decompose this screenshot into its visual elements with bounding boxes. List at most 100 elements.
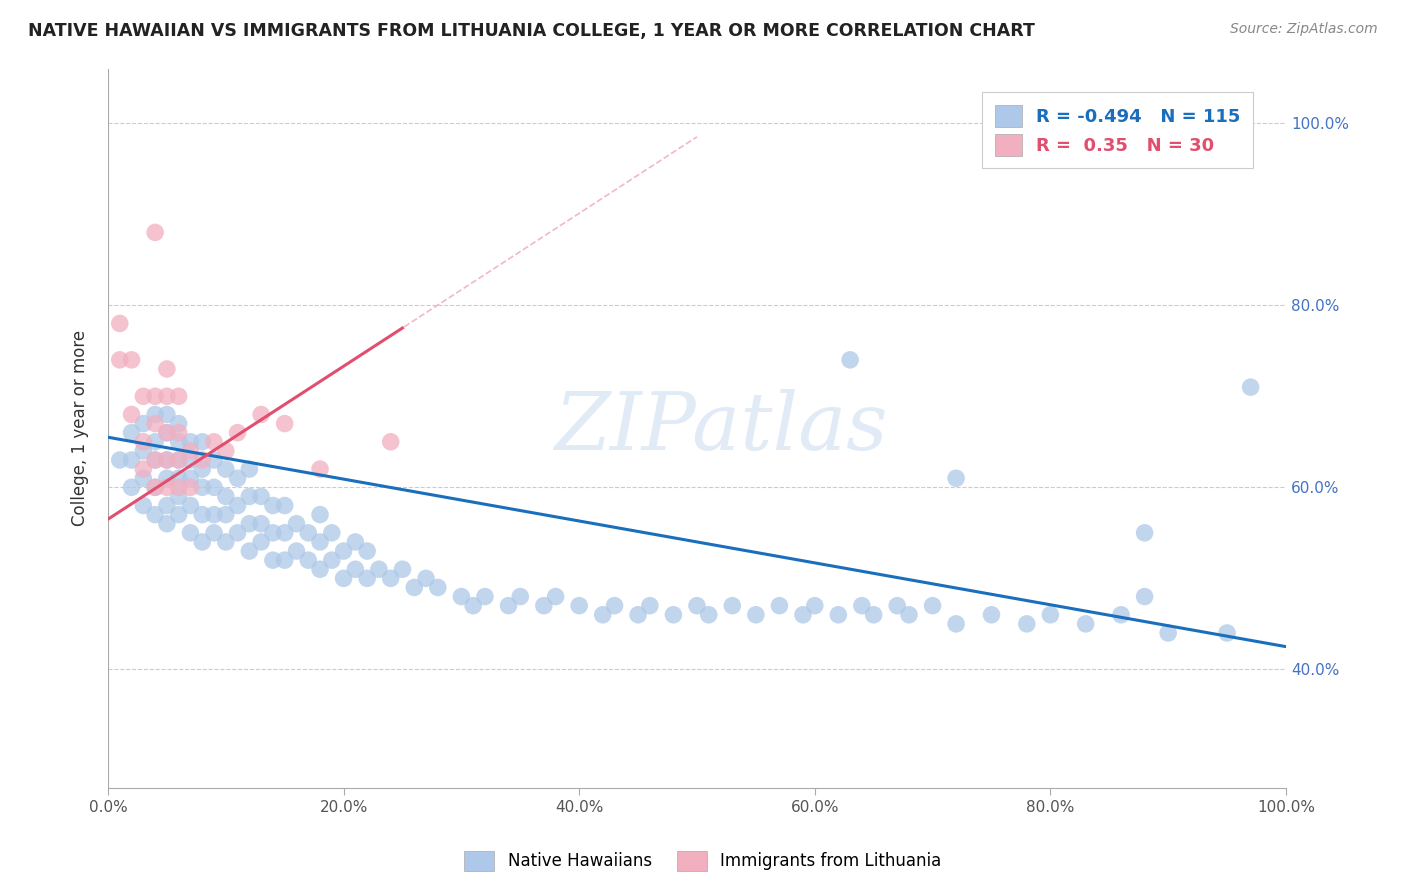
Point [250, 408, 273, 422]
Point [143, 453, 166, 467]
Point [568, 599, 591, 613]
Point [215, 443, 238, 458]
Point [627, 607, 650, 622]
Point [638, 599, 661, 613]
Point [426, 581, 449, 595]
Point [1133, 590, 1156, 604]
Point [226, 471, 249, 485]
Point [356, 571, 378, 585]
Point [179, 480, 201, 494]
Point [202, 434, 225, 449]
Point [156, 453, 179, 467]
Point [1074, 616, 1097, 631]
Point [1239, 380, 1261, 394]
Point [108, 317, 131, 331]
Point [226, 499, 249, 513]
Point [945, 471, 967, 485]
Point [202, 525, 225, 540]
Point [603, 599, 626, 613]
Point [167, 453, 190, 467]
Point [262, 553, 284, 567]
Point [202, 508, 225, 522]
Point [179, 434, 201, 449]
Point [156, 389, 179, 403]
Point [238, 544, 260, 558]
Point [332, 544, 354, 558]
Point [121, 480, 143, 494]
Point [143, 226, 166, 240]
Point [226, 525, 249, 540]
Point [921, 599, 943, 613]
Point [380, 571, 402, 585]
Point [886, 599, 908, 613]
Point [285, 544, 308, 558]
Point [191, 508, 214, 522]
Point [167, 453, 190, 467]
Point [544, 590, 567, 604]
Point [1216, 626, 1239, 640]
Point [167, 480, 190, 494]
Point [121, 453, 143, 467]
Point [179, 525, 201, 540]
Point [156, 453, 179, 467]
Point [179, 453, 201, 467]
Point [686, 599, 709, 613]
Point [108, 352, 131, 367]
Point [132, 462, 155, 476]
Point [121, 425, 143, 440]
Point [191, 480, 214, 494]
Point [167, 425, 190, 440]
Legend: Native Hawaiians, Immigrants from Lithuania: Native Hawaiians, Immigrants from Lithua… [456, 842, 950, 880]
Point [156, 425, 179, 440]
Point [309, 462, 332, 476]
Point [250, 516, 273, 531]
Point [380, 434, 402, 449]
Point [262, 525, 284, 540]
Point [344, 535, 367, 549]
Point [132, 499, 155, 513]
Point [191, 462, 214, 476]
Point [202, 453, 225, 467]
Point [191, 434, 214, 449]
Point [132, 443, 155, 458]
Point [332, 571, 354, 585]
Point [1133, 525, 1156, 540]
Point [215, 508, 238, 522]
Point [1015, 616, 1038, 631]
Point [143, 389, 166, 403]
Point [179, 471, 201, 485]
Point [344, 562, 367, 576]
Point [662, 607, 685, 622]
Point [356, 544, 378, 558]
Point [262, 499, 284, 513]
Point [179, 499, 201, 513]
Point [238, 490, 260, 504]
Point [273, 525, 295, 540]
Point [321, 525, 343, 540]
Point [1109, 607, 1132, 622]
Point [156, 480, 179, 494]
Point [721, 599, 744, 613]
Point [509, 590, 531, 604]
Point [250, 535, 273, 549]
Point [450, 590, 472, 604]
Point [297, 525, 319, 540]
Point [273, 417, 295, 431]
Point [156, 425, 179, 440]
Point [474, 590, 496, 604]
Point [215, 490, 238, 504]
Text: ZIPatlas: ZIPatlas [554, 390, 887, 467]
Point [167, 417, 190, 431]
Point [143, 480, 166, 494]
Point [167, 434, 190, 449]
Point [862, 607, 884, 622]
Point [121, 352, 143, 367]
Point [132, 434, 155, 449]
Point [498, 599, 520, 613]
Point [167, 508, 190, 522]
Point [463, 599, 485, 613]
Legend: R = -0.494   N = 115, R =  0.35   N = 30: R = -0.494 N = 115, R = 0.35 N = 30 [983, 92, 1253, 169]
Point [273, 499, 295, 513]
Point [273, 553, 295, 567]
Point [143, 480, 166, 494]
